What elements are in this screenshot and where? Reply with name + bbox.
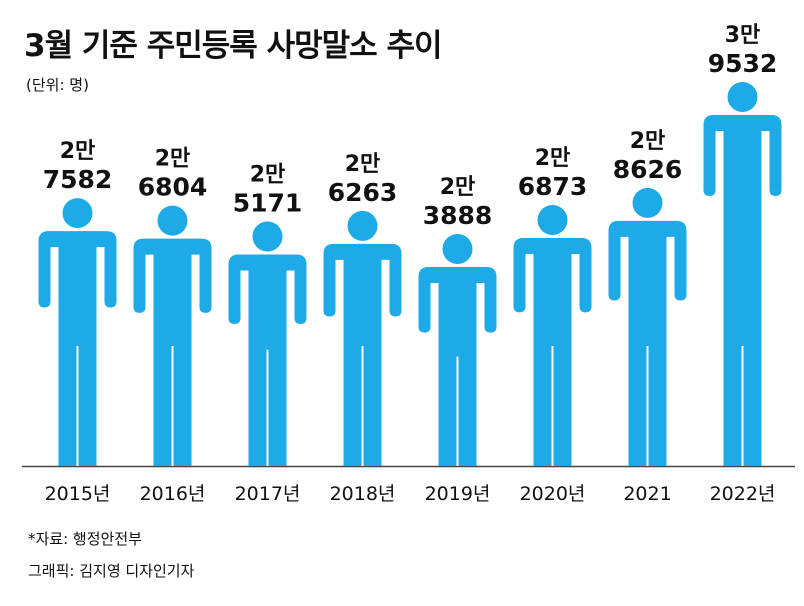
x-tick-label: 2019년: [425, 483, 491, 505]
figure-head: [727, 82, 758, 112]
figure-leg-gap: [456, 356, 459, 466]
figure-leg-gap: [361, 346, 364, 466]
figure-leg-gap: [76, 346, 79, 466]
x-tick-label: 2018년: [330, 483, 396, 505]
person-figure: [703, 82, 782, 466]
person-figure: [418, 233, 497, 466]
figure-head: [62, 198, 93, 229]
figure-head: [632, 187, 663, 218]
unit-label: (단위: 명): [26, 76, 89, 94]
person-figure: [228, 221, 307, 466]
x-tick-label: 2022년: [710, 483, 776, 505]
x-tick-label: 2020년: [520, 483, 586, 505]
data-label-value: 6873: [518, 172, 588, 201]
data-label-man: 2만: [345, 152, 381, 177]
data-label-value: 6804: [138, 173, 208, 202]
x-tick-label: 2021: [623, 483, 671, 505]
data-label-man: 2만: [60, 139, 96, 164]
data-label-value: 8626: [613, 155, 683, 184]
figure-head: [347, 210, 378, 241]
figure-body: [608, 220, 687, 466]
person-figure: [133, 205, 212, 466]
figure-head: [442, 233, 473, 264]
x-tick-label: 2017년: [235, 483, 301, 505]
figure-head: [252, 221, 283, 252]
pictogram-chart: 2만75822015년2만68042016년2만51712017년2만62632…: [22, 23, 795, 505]
figure-body: [703, 115, 782, 466]
data-label-man: 2만: [440, 175, 476, 200]
source-note: *자료: 행정안전부: [28, 530, 142, 548]
data-label-man: 2만: [155, 147, 191, 172]
person-figure: [513, 204, 592, 466]
data-label-value: 9532: [708, 49, 778, 78]
figure-leg-gap: [646, 346, 649, 466]
x-tick-label: 2016년: [140, 483, 206, 505]
chart-title: 3월 기준 주민등록 사망말소 추이: [24, 28, 442, 64]
data-label-man: 3만: [725, 23, 761, 48]
x-tick-label: 2015년: [45, 483, 111, 505]
data-label-man: 2만: [630, 129, 666, 154]
figure-head: [537, 204, 568, 235]
person-figure: [38, 198, 117, 466]
graphic-credit: 그래픽: 김지영 디자인기자: [28, 562, 195, 580]
data-label-value: 6263: [328, 178, 398, 207]
figure-leg-gap: [741, 346, 744, 466]
person-figure: [323, 210, 402, 466]
data-label-value: 5171: [233, 188, 303, 217]
data-label-value: 7582: [43, 165, 113, 194]
figure-head: [157, 205, 188, 236]
data-label-man: 2만: [250, 162, 286, 187]
figure-leg-gap: [551, 346, 554, 466]
person-figure: [608, 187, 687, 466]
data-label-man: 2만: [535, 146, 571, 171]
data-label-value: 3888: [423, 201, 493, 230]
figure-leg-gap: [171, 346, 174, 466]
figure-leg-gap: [266, 349, 269, 466]
